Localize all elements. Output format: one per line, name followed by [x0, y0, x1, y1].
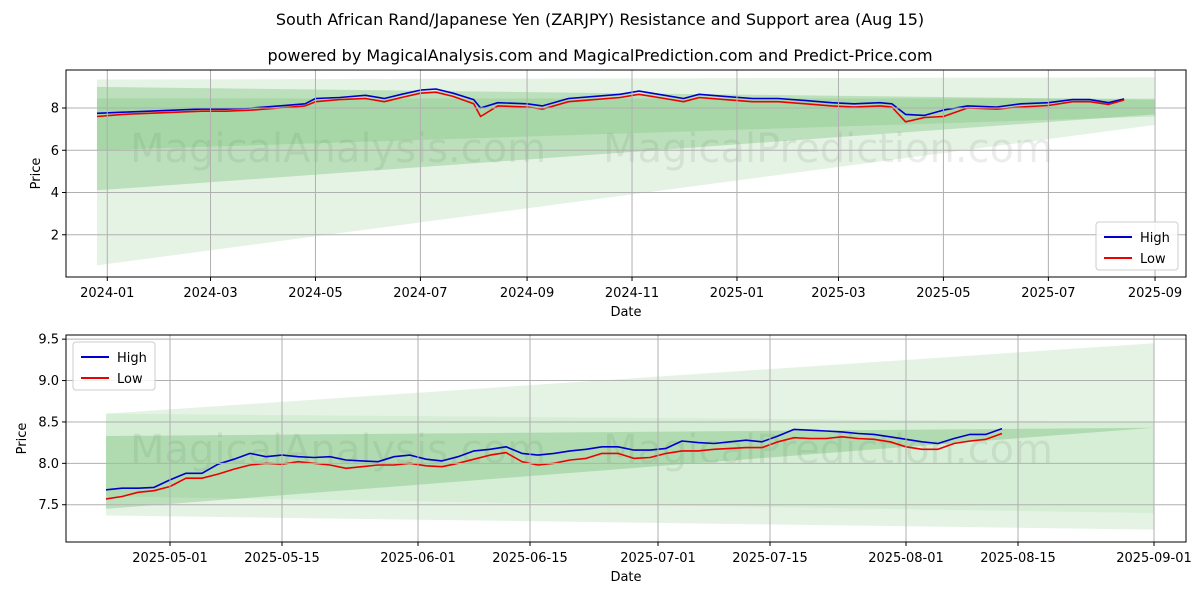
- x-tick-label: 2025-09-01: [1116, 551, 1192, 566]
- chart-panel-1: MagicalAnalysis.com MagicalPrediction.com…: [29, 69, 1187, 320]
- watermark-analysis: MagicalAnalysis.com: [130, 126, 546, 172]
- x-tick-label: 2025-08-15: [980, 551, 1056, 566]
- y-tick-label: 7.5: [38, 498, 59, 513]
- watermark-prediction: MagicalPrediction.com: [603, 126, 1053, 172]
- x-tick-label: 2025-03: [811, 286, 865, 301]
- x-tick-label: 2025-05-01: [132, 551, 208, 566]
- y-tick-label: 8.0: [38, 457, 59, 472]
- y-tick-label: 2: [51, 228, 59, 243]
- x-tick-label: 2025-07-15: [732, 551, 808, 566]
- support-resistance-band: [96, 98, 1156, 151]
- plot-frame: [65, 334, 1187, 543]
- legend-label-high: High: [1140, 231, 1170, 246]
- chart-subtitle: powered by MagicalAnalysis.com and Magic…: [267, 46, 933, 65]
- x-tick-label: 2024-03: [183, 286, 237, 301]
- legend: High Low: [1095, 221, 1179, 271]
- y-tick-label: 8.5: [38, 415, 59, 430]
- support-resistance-band: [96, 77, 1156, 266]
- x-axis-label: Date: [610, 570, 641, 585]
- x-tick-label: 2025-06-01: [380, 551, 456, 566]
- legend-label-low: Low: [1140, 252, 1166, 267]
- series-line-low: [96, 91, 1125, 123]
- support-resistance-band: [106, 427, 1154, 509]
- x-tick-label: 2025-05-15: [244, 551, 320, 566]
- chart-panel-2: MagicalAnalysis.com MagicalPrediction.com…: [15, 333, 1192, 585]
- legend-label-low: Low: [117, 372, 143, 387]
- support-resistance-band: [106, 343, 1154, 530]
- y-tick-label: 9.5: [38, 333, 59, 348]
- y-tick-label: 8: [51, 102, 59, 117]
- x-tick-label: 2024-01: [80, 286, 134, 301]
- plot-area: [105, 343, 1154, 530]
- x-tick-label: 2025-07-01: [620, 551, 696, 566]
- legend-box: [1095, 221, 1179, 271]
- x-tick-label: 2025-07: [1021, 286, 1075, 301]
- x-tick-label: 2024-07: [393, 286, 447, 301]
- x-tick-label: 2025-08-01: [868, 551, 944, 566]
- legend-label-high: High: [117, 351, 147, 366]
- x-tick-label: 2024-11: [605, 286, 659, 301]
- x-tick-label: 2025-05: [916, 286, 970, 301]
- x-tick-label: 2025-01: [710, 286, 764, 301]
- legend: High Low: [72, 341, 156, 391]
- plot-frame: [65, 69, 1187, 278]
- y-tick-label: 6: [51, 144, 59, 159]
- chart-title: South African Rand/Japanese Yen (ZARJPY)…: [275, 10, 925, 29]
- legend-box: [72, 341, 156, 391]
- x-axis-label: Date: [610, 305, 641, 320]
- x-tick-label: 2024-09: [500, 286, 554, 301]
- series-line-high: [96, 88, 1125, 117]
- plot-area: [96, 77, 1156, 266]
- y-axis-label: Price: [29, 158, 44, 190]
- y-tick-label: 4: [51, 186, 59, 201]
- series-line-high: [105, 427, 1003, 491]
- x-tick-label: 2025-06-15: [492, 551, 568, 566]
- y-axis-label: Price: [15, 423, 30, 455]
- support-resistance-band: [96, 86, 1156, 191]
- x-tick-label: 2024-05: [288, 286, 342, 301]
- x-tick-label: 2025-09: [1128, 286, 1182, 301]
- y-tick-label: 9.0: [38, 374, 59, 389]
